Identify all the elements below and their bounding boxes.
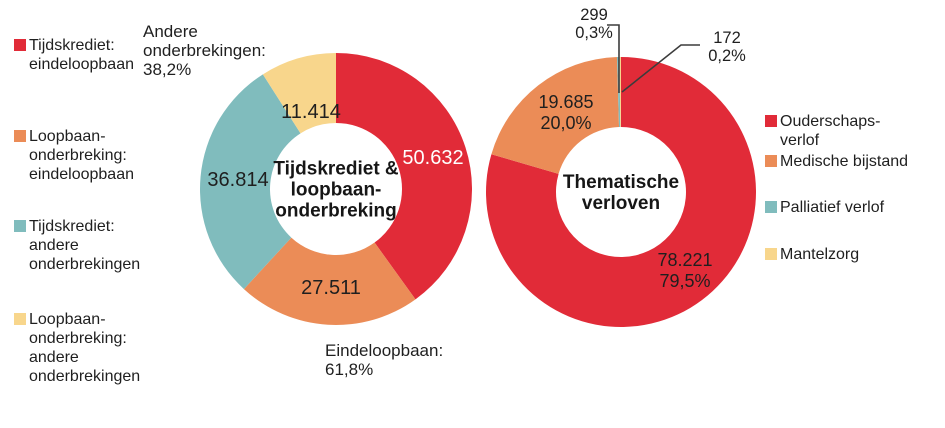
legend-label: Ouderschaps- verlof — [780, 112, 881, 150]
legend-label-line: Loopbaan- — [29, 311, 106, 328]
callout-label-mantelzorg: 172 0,2% — [708, 29, 746, 65]
legend-label-line: andere — [29, 237, 79, 254]
legend-item-tijdskrediet-andere: Tijdskrediet: andere onderbrekingen — [14, 217, 140, 274]
slice-value-ouderschapsverlof: 78.221 79,5% — [657, 250, 712, 292]
legend-label-line: onderbreking: — [29, 330, 127, 347]
legend-swatch-yellow-icon — [14, 313, 26, 325]
legend-item-loopbaanonderbreking-andere: Loopbaan- onderbreking: andere onderbrek… — [14, 310, 140, 386]
slice-percent-line: 79,5% — [659, 271, 711, 291]
donut-slice-loopbaan-onderbreking-andere-onderbrekingen — [262, 53, 336, 134]
legend-label: Loopbaan- onderbreking: eindeloopbaan — [29, 127, 134, 184]
legend-label-line: Palliatief verlof — [780, 199, 885, 216]
legend-item-loopbaanonderbreking-eindeloopbaan: Loopbaan- onderbreking: eindeloopbaan — [14, 127, 134, 184]
annotation-line: 61,8% — [325, 360, 374, 379]
slice-value-line: 19.685 — [538, 92, 594, 112]
legend-label-line: onderbreking: — [29, 147, 127, 164]
callout-value-line: 299 — [580, 6, 608, 24]
legend-item-ouderschapsverlof: Ouderschaps- verlof — [765, 112, 881, 150]
callout-value-line: 172 — [713, 29, 741, 47]
legend-label-line: andere — [29, 349, 79, 366]
slice-value-line: 78.221 — [657, 250, 713, 270]
callout-percent-line: 0,3% — [575, 24, 613, 42]
legend-swatch-red-icon — [765, 115, 777, 127]
slice-value-tijdskrediet-andere: 36.814 — [207, 169, 269, 191]
center-title-line: Thematische — [562, 172, 680, 193]
annotation-line: onderbrekingen: — [143, 41, 266, 60]
donut-slice-tijdskrediet-andere-onderbrekingen — [200, 74, 301, 290]
slice-value-loopbaanonderbreking-eindeloopbaan: 27.511 — [301, 277, 361, 299]
legend-label-line: eindeloopbaan — [29, 56, 134, 73]
donut-slice-medische-bijstand — [491, 57, 620, 174]
legend-label-line: Loopbaan- — [29, 128, 106, 145]
legend-swatch-orange-icon — [14, 130, 26, 142]
left-donut-center-title: Tijdskrediet & loopbaan- onderbreking — [273, 159, 398, 222]
legend-label: Palliatief verlof — [780, 198, 884, 217]
center-title-line: onderbreking — [275, 200, 397, 222]
right-donut-center-title: Thematische verloven — [563, 172, 679, 214]
annotation-line: Eindeloopbaan: — [325, 341, 444, 360]
donut-slice-mantelzorg — [619, 57, 621, 127]
legend-label-line: onderbrekingen — [29, 256, 141, 273]
legend-label-line: Ouderschaps- — [780, 113, 881, 130]
donut-slice-ouderschapsverlof — [486, 57, 756, 327]
legend-label-line: eindeloopbaan — [29, 166, 134, 183]
legend-swatch-orange-icon — [765, 155, 777, 167]
legend-swatch-teal-icon — [14, 220, 26, 232]
center-title-line: verloven — [581, 193, 661, 214]
donut-slice-loopbaan-onderbreking-eindeloopbaan — [243, 237, 416, 325]
annotation-eindeloopbaan: Eindeloopbaan: 61,8% — [325, 341, 443, 379]
legend-label: Tijdskrediet: eindeloopbaan — [29, 36, 134, 74]
annotation-line: 38,2% — [143, 60, 192, 79]
legend-item-palliatief-verlof: Palliatief verlof — [765, 198, 884, 217]
legend-label-line: Tijdskrediet: — [29, 218, 115, 235]
legend-item-mantelzorg: Mantelzorg — [765, 245, 859, 264]
legend-swatch-teal-icon — [765, 201, 777, 213]
legend-label: Loopbaan- onderbreking: andere onderbrek… — [29, 310, 140, 386]
slice-value-medische-bijstand: 19.685 20,0% — [538, 92, 593, 134]
legend-label: Tijdskrediet: andere onderbrekingen — [29, 217, 140, 274]
legend-label: Mantelzorg — [780, 245, 859, 264]
donut-slice-tijdskrediet-eindeloopbaan — [336, 53, 472, 300]
legend-label-line: Tijdskrediet: — [29, 37, 115, 54]
legend-item-tijdskrediet-eindeloopbaan: Tijdskrediet: eindeloopbaan — [14, 36, 134, 74]
annotation-andere-onderbrekingen: Andere onderbrekingen: 38,2% — [143, 22, 266, 79]
slice-value-tijdskrediet-eindeloopbaan: 50.632 — [402, 147, 464, 169]
center-title-line: Tijdskrediet & — [273, 158, 399, 180]
callout-percent-line: 0,2% — [708, 47, 746, 65]
callout-label-palliatief-verlof: 299 0,3% — [575, 6, 613, 42]
legend-swatch-yellow-icon — [765, 248, 777, 260]
legend-label-line: Medische bijstand — [780, 153, 909, 170]
legend-item-medische-bijstand: Medische bijstand — [765, 152, 908, 171]
legend-label-line: onderbrekingen — [29, 368, 141, 385]
legend-label-line: Mantelzorg — [780, 246, 860, 263]
center-title-line: loopbaan- — [290, 179, 382, 201]
slice-percent-line: 20,0% — [540, 113, 592, 133]
annotation-line: Andere — [143, 22, 198, 41]
slice-value-loopbaanonderbreking-andere: 11.414 — [281, 101, 341, 123]
legend-label: Medische bijstand — [780, 152, 908, 171]
donut-chart-tijdskrediet-loopbaanonderbreking — [200, 53, 472, 325]
legend-label-line: verlof — [780, 132, 820, 149]
legend-swatch-red-icon — [14, 39, 26, 51]
